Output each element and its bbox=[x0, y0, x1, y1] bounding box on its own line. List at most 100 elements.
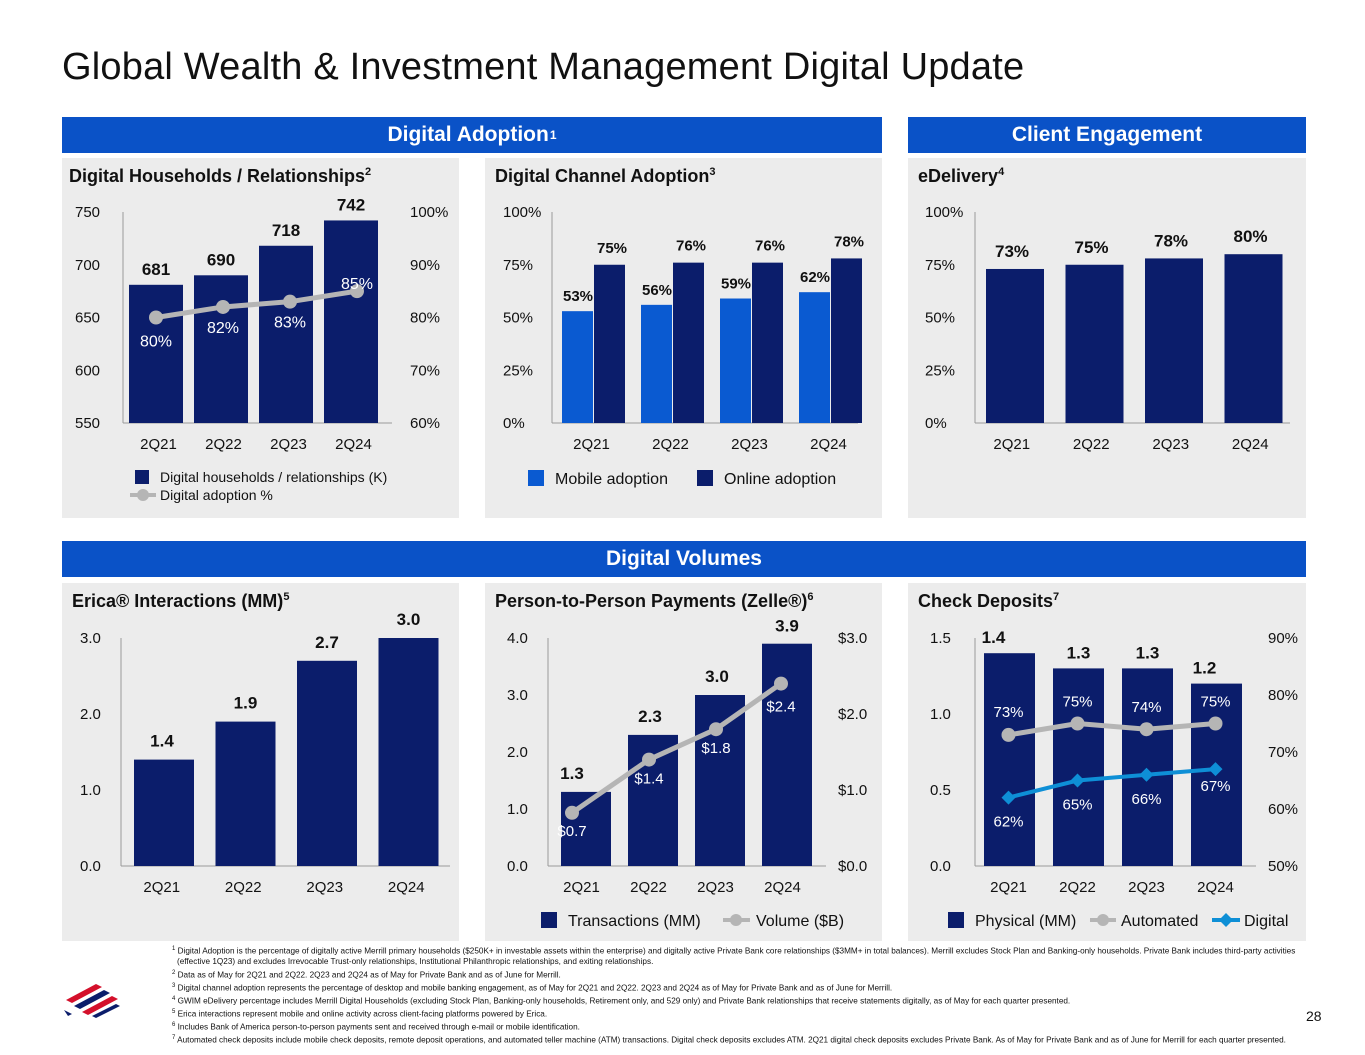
channel-online-bar bbox=[673, 262, 704, 423]
channel-mobile-label: 59% bbox=[721, 276, 751, 293]
channel-title: Digital Channel Adoption3 bbox=[495, 166, 715, 187]
edelivery-title: eDelivery4 bbox=[918, 166, 1004, 187]
edelivery-bar-label: 73% bbox=[995, 242, 1029, 261]
check-bar bbox=[984, 653, 1035, 866]
check-bar-label: 1.4 bbox=[982, 628, 1006, 647]
households-adoption-label: 80% bbox=[140, 334, 172, 351]
edelivery-title-sup: 4 bbox=[998, 166, 1005, 178]
channel-xtick: 2Q23 bbox=[731, 436, 768, 453]
bank-logo-icon bbox=[64, 984, 120, 1018]
check-digital-point bbox=[1070, 773, 1085, 788]
channel-mobile-bar bbox=[562, 311, 593, 423]
check-title-text: Check Deposits bbox=[918, 591, 1054, 611]
p2p-xtick: 2Q22 bbox=[630, 879, 667, 896]
check-legend-physical-label: Physical (MM) bbox=[975, 913, 1076, 930]
households-bar-label: 742 bbox=[337, 195, 365, 214]
erica-ytick: 3.0 bbox=[80, 630, 101, 647]
footnotes: 1 Digital Adoption is the percentage of … bbox=[172, 944, 1302, 1046]
check-automated-point bbox=[1208, 716, 1223, 731]
footnote-text: Includes Bank of America person-to-perso… bbox=[175, 1022, 580, 1032]
edelivery-title-text: eDelivery bbox=[918, 166, 999, 186]
households-ytick: 650 bbox=[75, 310, 100, 327]
p2p-bar bbox=[695, 695, 745, 866]
edelivery-bar-label: 78% bbox=[1154, 231, 1188, 250]
check-xtick: 2Q23 bbox=[1128, 879, 1165, 896]
erica-bar bbox=[134, 759, 194, 866]
footnote-sup: 7 bbox=[172, 1035, 176, 1042]
footnote-7: 7 Automated check deposits include mobil… bbox=[172, 1033, 1302, 1046]
households-y2tick: 60% bbox=[410, 415, 440, 432]
households-title-text: Digital Households / Relationships bbox=[69, 166, 366, 186]
footnote-text: Digital Adoption is the percentage of di… bbox=[175, 946, 1296, 967]
households-title: Digital Households / Relationships2 bbox=[69, 166, 371, 187]
p2p-volume-point bbox=[642, 752, 656, 767]
p2p-ytick: 2.0 bbox=[507, 744, 528, 761]
footnote-text: Digital channel adoption represents the … bbox=[175, 983, 893, 993]
households-y2tick: 80% bbox=[410, 310, 440, 327]
channel-online-label: 76% bbox=[755, 238, 785, 255]
edelivery-bar bbox=[1065, 264, 1124, 423]
footnote-sup: 4 bbox=[172, 995, 176, 1002]
client-engagement-band-label: Client Engagement bbox=[1011, 123, 1203, 146]
footnote-sup: 3 bbox=[172, 982, 176, 989]
households-legend-swatch-bar bbox=[135, 470, 149, 484]
households-adoption-line bbox=[155, 288, 358, 320]
households-xtick: 2Q24 bbox=[335, 436, 372, 453]
footnote-sup: 5 bbox=[172, 1008, 176, 1015]
channel-ytick: 50% bbox=[503, 310, 533, 327]
client-engagement-band: Client Engagement bbox=[908, 117, 1306, 153]
households-bar bbox=[324, 220, 378, 423]
channel-mobile-label: 53% bbox=[563, 288, 593, 305]
channel-online-bar bbox=[594, 264, 625, 423]
p2p-legend-bar-label: Transactions (MM) bbox=[568, 913, 701, 930]
p2p-y2tick: $2.0 bbox=[838, 706, 867, 723]
check-ytick: 1.0 bbox=[930, 706, 951, 723]
erica-bar-label: 2.7 bbox=[315, 633, 339, 652]
households-ytick: 700 bbox=[75, 257, 100, 274]
check-legend-swatch-automated-dot bbox=[1097, 914, 1109, 926]
check-legend-digital-label: Digital bbox=[1244, 913, 1288, 930]
channel-xtick: 2Q21 bbox=[573, 436, 610, 453]
p2p-title-text: Person-to-Person Payments (Zelle®) bbox=[495, 591, 808, 611]
edelivery-ytick: 50% bbox=[925, 310, 955, 327]
footnote-text: Data as of May for 2Q21 and 2Q22. 2Q23 a… bbox=[175, 970, 561, 980]
erica-xtick: 2Q24 bbox=[388, 879, 425, 896]
check-automated-point bbox=[1139, 722, 1154, 737]
check-xtick: 2Q24 bbox=[1197, 879, 1234, 896]
check-y2tick: 90% bbox=[1268, 630, 1298, 647]
digital-adoption-band-sup: 1 bbox=[549, 128, 557, 142]
digital-adoption-band-label: Digital Adoption bbox=[387, 123, 549, 146]
households-y2tick: 70% bbox=[410, 362, 440, 379]
channel-online-label: 78% bbox=[834, 233, 864, 250]
check-legend-automated-label: Automated bbox=[1121, 913, 1198, 930]
households-ytick: 550 bbox=[75, 415, 100, 432]
p2p-panel bbox=[485, 583, 882, 941]
edelivery-xtick: 2Q21 bbox=[993, 436, 1030, 453]
check-y2tick: 80% bbox=[1268, 687, 1298, 704]
page-title: Global Wealth & Investment Management Di… bbox=[62, 46, 1025, 88]
p2p-volume-label: $1.4 bbox=[634, 771, 663, 788]
footnote-4: 4 GWIM eDelivery percentage includes Mer… bbox=[172, 994, 1302, 1007]
p2p-ytick: 1.0 bbox=[507, 801, 528, 818]
edelivery-xtick: 2Q22 bbox=[1073, 436, 1110, 453]
footnote-1: 1 Digital Adoption is the percentage of … bbox=[172, 944, 1302, 968]
edelivery-ytick: 100% bbox=[925, 204, 963, 221]
digital-volumes-band-label: Digital Volumes bbox=[606, 547, 762, 570]
erica-bar-label: 1.4 bbox=[150, 732, 174, 751]
check-digital-point bbox=[1139, 767, 1154, 782]
check-ytick: 0.5 bbox=[930, 782, 951, 799]
check-automated-point bbox=[1001, 727, 1016, 742]
channel-ytick: 75% bbox=[503, 257, 533, 274]
erica-bar bbox=[215, 721, 276, 866]
households-legend-line-label: Digital adoption % bbox=[160, 487, 273, 503]
check-bar-label: 1.3 bbox=[1136, 643, 1160, 662]
check-legend-swatch-physical bbox=[948, 912, 964, 928]
channel-ytick: 25% bbox=[503, 362, 533, 379]
erica-bar-label: 1.9 bbox=[234, 694, 258, 713]
edelivery-ytick: 75% bbox=[925, 257, 955, 274]
households-adoption-label: 83% bbox=[274, 315, 306, 332]
channel-title-text: Digital Channel Adoption bbox=[495, 166, 710, 186]
channel-mobile-label: 56% bbox=[642, 282, 672, 299]
erica-xtick: 2Q21 bbox=[143, 879, 180, 896]
